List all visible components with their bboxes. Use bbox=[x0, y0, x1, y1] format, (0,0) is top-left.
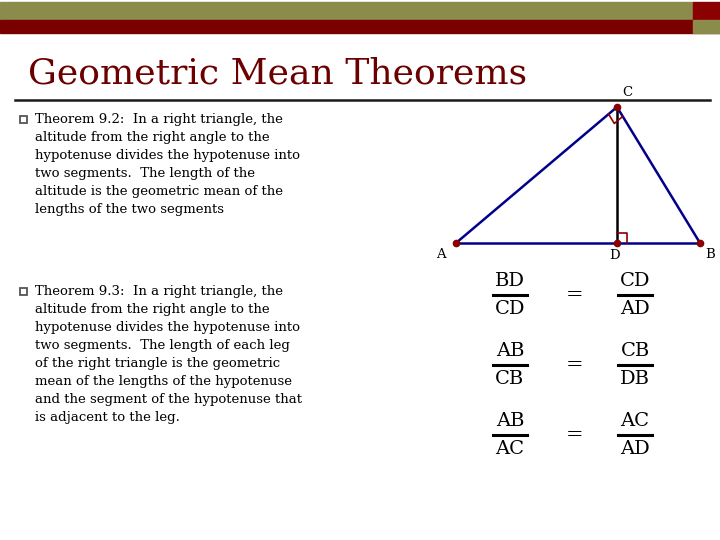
Text: A: A bbox=[436, 248, 446, 261]
Text: CD: CD bbox=[495, 300, 526, 318]
Text: AD: AD bbox=[620, 440, 650, 458]
Bar bbox=[693, 2, 720, 20]
Text: DB: DB bbox=[620, 370, 650, 388]
Text: CB: CB bbox=[621, 342, 649, 360]
Text: AB: AB bbox=[496, 342, 524, 360]
Text: Geometric Mean Theorems: Geometric Mean Theorems bbox=[28, 57, 527, 91]
Text: AC: AC bbox=[495, 440, 524, 458]
Text: =: = bbox=[566, 355, 584, 375]
Text: AD: AD bbox=[620, 300, 650, 318]
Bar bbox=[20, 116, 27, 123]
Text: D: D bbox=[610, 249, 621, 262]
Bar bbox=[0, 20, 720, 33]
Bar bbox=[693, 20, 720, 33]
Text: BD: BD bbox=[495, 272, 525, 290]
Text: AB: AB bbox=[496, 412, 524, 430]
Text: =: = bbox=[566, 426, 584, 444]
Text: AC: AC bbox=[621, 412, 649, 430]
Text: Theorem 9.2:  In a right triangle, the
altitude from the right angle to the
hypo: Theorem 9.2: In a right triangle, the al… bbox=[35, 113, 300, 216]
Text: CD: CD bbox=[620, 272, 650, 290]
Text: =: = bbox=[566, 286, 584, 305]
Bar bbox=[20, 288, 27, 295]
Text: B: B bbox=[705, 248, 715, 261]
Text: C: C bbox=[622, 86, 632, 99]
Bar bbox=[0, 2, 693, 20]
Text: Theorem 9.3:  In a right triangle, the
altitude from the right angle to the
hypo: Theorem 9.3: In a right triangle, the al… bbox=[35, 285, 302, 424]
Text: CB: CB bbox=[495, 370, 525, 388]
